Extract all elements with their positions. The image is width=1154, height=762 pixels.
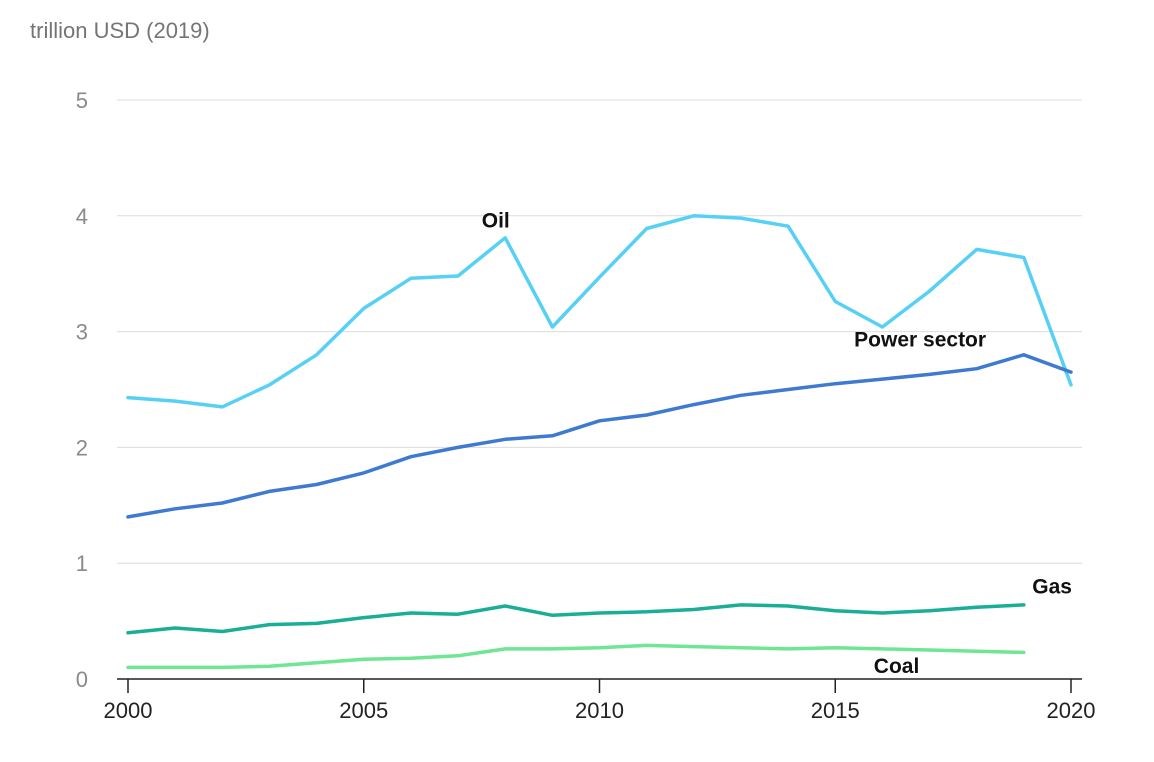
y-tick-label: 4	[76, 204, 88, 229]
x-tick-label: 2005	[339, 698, 388, 723]
series-label-oil: Oil	[482, 209, 510, 232]
series-line-coal	[126, 643, 1026, 670]
x-tick-label: 2000	[104, 698, 153, 723]
y-tick-label: 5	[76, 88, 88, 113]
series-label-gas: Gas	[1032, 575, 1072, 598]
series-label-power-sector: Power sector	[854, 329, 986, 352]
series-line-gas	[126, 603, 1026, 635]
series-line-power-sector	[126, 353, 1073, 519]
y-tick-label: 3	[76, 320, 88, 345]
x-tick-label: 2015	[811, 698, 860, 723]
series-label-coal: Coal	[874, 655, 920, 678]
series-line-oil	[126, 214, 1073, 409]
x-tick-label: 2010	[575, 698, 624, 723]
x-tick-label: 2020	[1047, 698, 1096, 723]
y-tick-label: 1	[76, 551, 88, 576]
y-tick-label: 2	[76, 435, 88, 460]
y-tick-label: 0	[76, 667, 88, 692]
y-axis-unit-label: trillion USD (2019)	[30, 18, 210, 43]
